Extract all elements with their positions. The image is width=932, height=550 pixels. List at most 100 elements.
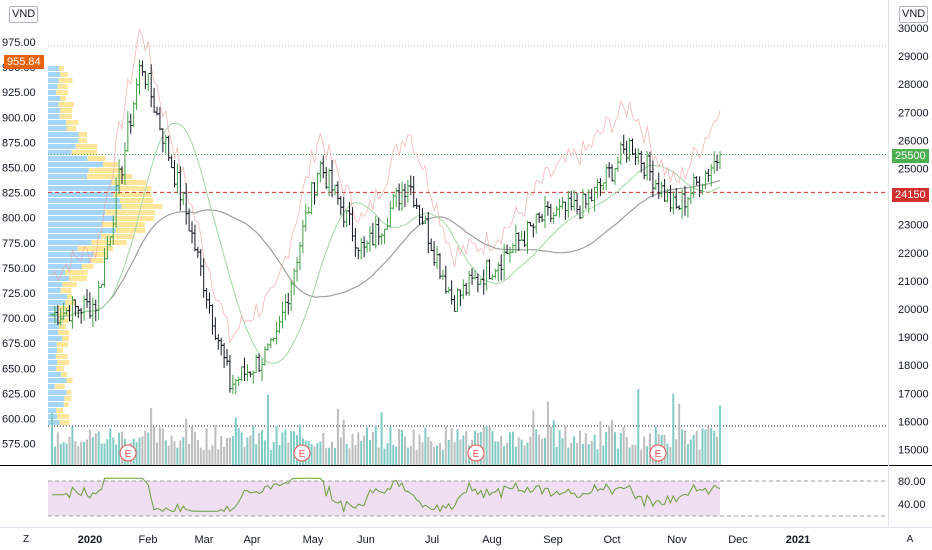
earnings-marker-label: E (299, 449, 306, 460)
ohlc-bar (490, 274, 495, 281)
volume-profile-bar (48, 210, 106, 215)
right-axis-tick: 23000 (898, 220, 929, 232)
volume-bar (88, 429, 91, 465)
date-axis-tick: Sep (543, 534, 563, 546)
volume-profile-bar (48, 150, 72, 155)
volume-profile-bar (58, 78, 73, 83)
volume-profile-bar (48, 84, 58, 89)
volume-profile-bar (48, 348, 57, 353)
volume-bar (529, 436, 532, 465)
volume-profile-bar (48, 72, 61, 77)
volume-profile-bar (119, 198, 154, 203)
right-currency-label[interactable]: VND (899, 6, 929, 23)
volume-bar (535, 429, 538, 465)
ohlc-bar (134, 78, 139, 110)
volume-bar (74, 441, 77, 465)
volume-bar (546, 401, 549, 465)
volume-bar (482, 426, 485, 465)
left-axis-tick: 675.00 (2, 338, 36, 350)
volume-bar (141, 436, 144, 465)
ohlc-bar (239, 366, 244, 382)
earnings-marker: E (119, 444, 137, 462)
earnings-marker: E (649, 444, 667, 462)
volume-bar (371, 431, 374, 465)
volume-bar (211, 445, 214, 465)
ohlc-bar (461, 279, 466, 300)
volume-bar (234, 417, 237, 465)
volume-profile-bar (60, 96, 66, 101)
ohlc-bar (385, 217, 390, 230)
volume-bar (51, 412, 53, 465)
ohlc-bar (365, 240, 370, 253)
ohlc-bar (566, 190, 571, 218)
ohlc-bar (405, 179, 410, 203)
ohlc-bar (685, 196, 690, 218)
volume-bar (272, 442, 275, 465)
volume-profile-bar (48, 402, 64, 407)
ohlc-bar (598, 178, 603, 197)
volume-bar (53, 446, 56, 465)
volume-profile-bar (48, 216, 115, 221)
left-currency-label[interactable]: VND (9, 6, 39, 23)
ohlc-bar (513, 224, 518, 253)
ohlc-bar (87, 292, 92, 319)
ohlc-bar (715, 154, 720, 172)
ohlc-bar (682, 186, 687, 216)
volume-bar (228, 437, 231, 465)
ohlc-bar (519, 230, 524, 241)
ohlc-bar (382, 228, 387, 245)
volume-bar (138, 437, 141, 465)
volume-profile-bar (78, 132, 88, 137)
volume-profile-bar (48, 234, 101, 239)
earnings-marker: E (293, 444, 311, 462)
earnings-marker: E (467, 444, 485, 462)
ohlc-bar (551, 212, 556, 224)
ohlc-bar (137, 59, 142, 95)
volume-bar (100, 443, 103, 465)
volume-profile-bar (60, 372, 68, 377)
volume-profile-bar (114, 216, 155, 221)
volume-profile-bar (91, 240, 127, 245)
right-scale-a-button[interactable]: A (906, 534, 914, 545)
volume-bar (698, 449, 701, 465)
volume-bar (678, 403, 681, 465)
volume-bar (555, 446, 558, 465)
date-axis-tick: Dec (728, 534, 748, 546)
ohlc-bar (674, 188, 679, 209)
volume-bar (459, 439, 462, 465)
volume-profile-bar (48, 174, 88, 179)
volume-bar (503, 446, 506, 465)
ohlc-bar (289, 281, 294, 311)
volume-bar (421, 442, 424, 465)
volume-profile-bar (69, 276, 88, 281)
volume-profile-bar (48, 294, 67, 299)
right-axis-tick: 29000 (898, 51, 929, 63)
volume-bar (462, 435, 465, 465)
volume-profile-bar (48, 144, 76, 149)
ohlc-bar (464, 282, 469, 296)
ohlc-bar (677, 205, 682, 210)
volume-bar (523, 445, 526, 465)
ohlc-bar (236, 376, 241, 386)
left-axis-tick: 775.00 (2, 238, 36, 250)
volume-profile-bar (67, 294, 72, 299)
ohlc-bar (85, 289, 90, 308)
volume-bar (334, 448, 336, 465)
ohlc-bar (712, 151, 717, 174)
volume-bar (453, 442, 456, 465)
ohlc-bar (612, 168, 617, 185)
ohlc-bar (589, 188, 594, 202)
volume-bar (360, 441, 363, 465)
volume-bar (363, 435, 366, 465)
volume-profile-bar (48, 120, 67, 125)
left-scale-z-button[interactable]: Z (22, 534, 30, 545)
volume-profile-bar (115, 228, 146, 233)
ohlc-bar (198, 249, 203, 277)
volume-bar (231, 435, 234, 465)
ohlc-bar (184, 183, 189, 225)
volume-profile-bar (87, 156, 106, 161)
volume-bar (631, 444, 634, 465)
ohlc-bar (554, 205, 559, 217)
ohlc-bar (718, 151, 722, 170)
